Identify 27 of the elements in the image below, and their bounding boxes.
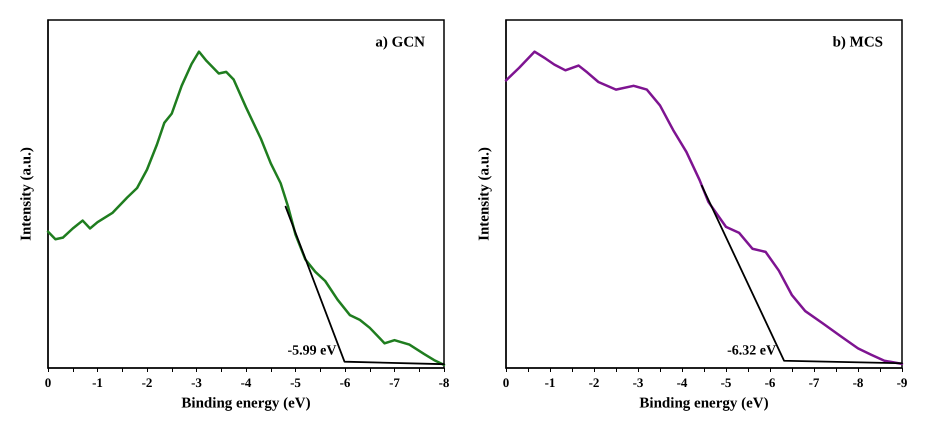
annotation: -5.99 eV	[288, 344, 337, 358]
x-tick-label: -4	[240, 375, 252, 390]
x-tick-label: 0	[502, 375, 510, 390]
chart-title: a) GCN	[375, 34, 426, 50]
chart-title: b) MCS	[832, 34, 883, 50]
x-tick-label: -7	[808, 375, 820, 390]
x-tick-label: -2	[142, 375, 152, 390]
x-axis-title: Binding energy (eV)	[639, 396, 769, 412]
x-tick-label: 0	[44, 375, 52, 390]
x-tick-label: -2	[588, 375, 600, 390]
x-tick-label: -7	[389, 375, 400, 390]
x-tick-label: -3	[191, 375, 202, 390]
x-tick-label: -8	[438, 375, 450, 390]
x-tick-label: -3	[632, 375, 644, 390]
x-tick-label: -5	[720, 375, 732, 390]
x-tick-label: -6	[764, 375, 776, 390]
y-axis-title: Intensity (a.u.)	[476, 147, 492, 241]
x-tick-label: -1	[544, 375, 556, 390]
x-tick-label: -6	[340, 375, 351, 390]
y-axis-title: Intensity (a.u.)	[18, 147, 34, 241]
x-tick-label: -5	[290, 375, 302, 390]
annotation: -6.32 eV	[727, 344, 776, 358]
x-tick-label: -1	[92, 375, 103, 390]
x-axis-title: Binding energy (eV)	[181, 396, 311, 412]
x-tick-label: -9	[896, 375, 908, 390]
x-tick-label: -4	[676, 375, 688, 390]
x-tick-label: -8	[852, 375, 864, 390]
